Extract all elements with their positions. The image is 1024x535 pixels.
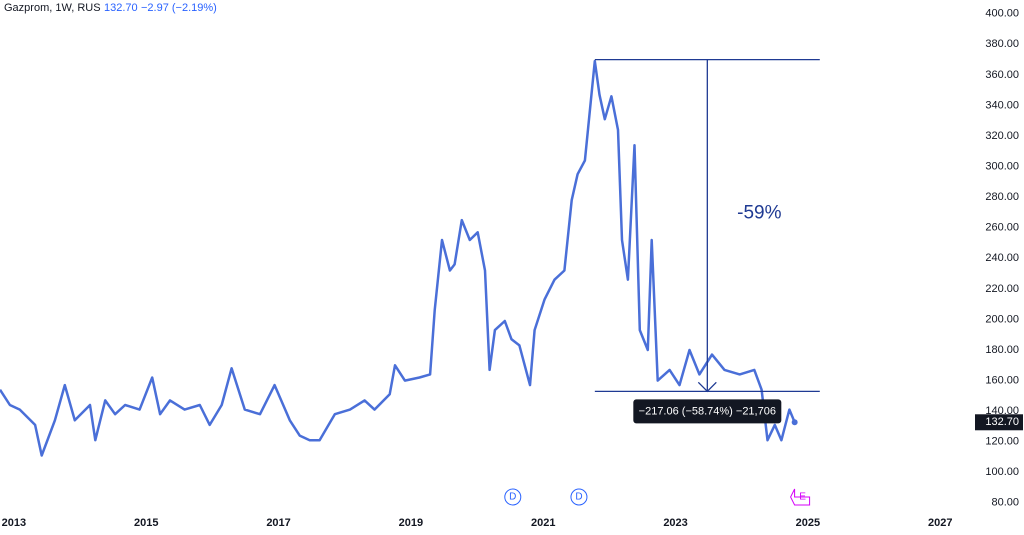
x-tick-label: 2021 [531, 517, 555, 529]
measure-percent: -59% [737, 202, 781, 223]
event-marker [504, 488, 522, 506]
event-label: E [799, 492, 806, 503]
x-tick-label: 2013 [2, 517, 26, 529]
last-price: 132.70 [104, 2, 138, 14]
y-tick-label: 100.00 [985, 466, 1019, 478]
last-point [791, 419, 798, 426]
y-tick-label: 240.00 [985, 252, 1019, 264]
price-tag [975, 414, 1023, 431]
y-tick-label: 120.00 [985, 436, 1019, 448]
y-tick-label: 380.00 [985, 38, 1019, 50]
x-tick-label: 2019 [399, 517, 423, 529]
x-tick-label: 2027 [928, 517, 952, 529]
x-tick-label: 2025 [796, 517, 820, 529]
y-tick-label: 340.00 [985, 99, 1019, 111]
event-label: D [575, 492, 582, 503]
y-tick-label: 260.00 [985, 222, 1019, 234]
y-tick-label: 180.00 [985, 344, 1019, 356]
measure-label: −217.06 (−58.74%) −21,706 [639, 405, 776, 417]
arrow-head [697, 381, 717, 393]
chart-title: Gazprom, 1W, RUS [4, 2, 101, 14]
y-tick-label: 160.00 [985, 374, 1019, 386]
y-tick-label: 140.00 [985, 405, 1019, 417]
y-tick-label: 320.00 [985, 130, 1019, 142]
y-tick-label: 80.00 [991, 497, 1019, 509]
price-tag-label: 132.70 [985, 416, 1019, 428]
x-tick-label: 2023 [663, 517, 687, 529]
price-line [0, 59, 796, 457]
price-change: −2.97 (−2.19%) [141, 2, 217, 14]
event-marker [570, 488, 588, 506]
x-tick-label: 2017 [266, 517, 290, 529]
y-tick-label: 400.00 [985, 8, 1019, 20]
y-tick-label: 220.00 [985, 283, 1019, 295]
event-marker [790, 488, 811, 506]
y-tick-label: 360.00 [985, 69, 1019, 81]
event-label: D [509, 492, 516, 503]
y-tick-label: 280.00 [985, 191, 1019, 203]
y-tick-label: 200.00 [985, 313, 1019, 325]
y-tick-label: 300.00 [985, 160, 1019, 172]
x-tick-label: 2015 [134, 517, 158, 529]
measure-box [633, 399, 782, 424]
